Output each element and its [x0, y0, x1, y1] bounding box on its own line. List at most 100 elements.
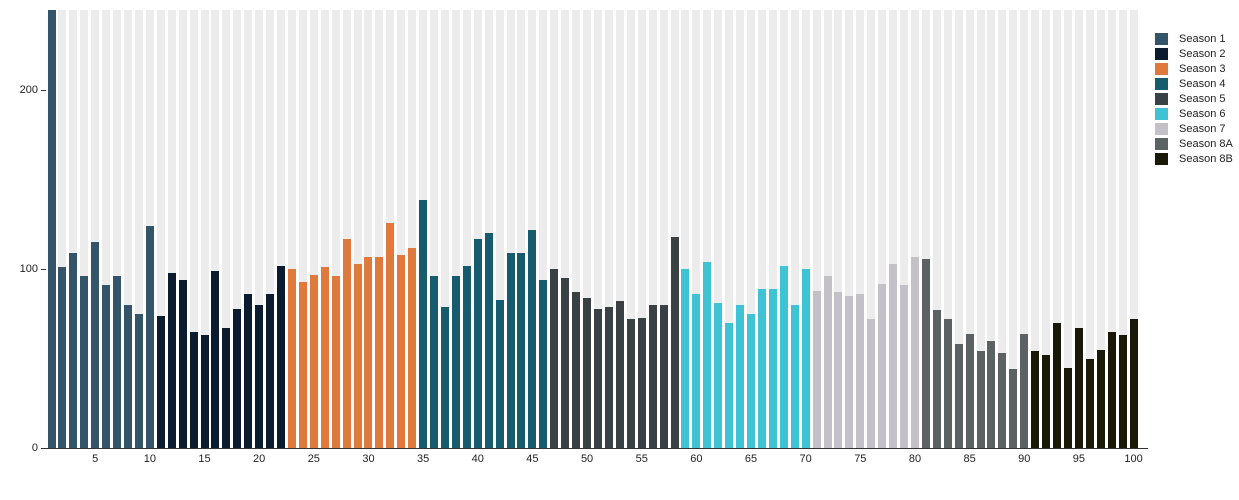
bar-episode-18-season-2[interactable]: [233, 308, 242, 448]
bar-episode-85-season-8a[interactable]: [965, 333, 974, 448]
bar-episode-33-season-3[interactable]: [397, 254, 406, 448]
bar-episode-65-season-6[interactable]: [747, 313, 756, 448]
bar-episode-79-season-7[interactable]: [900, 285, 909, 448]
bar-episode-96-season-8b[interactable]: [1085, 358, 1094, 448]
bar-episode-30-season-3[interactable]: [364, 256, 373, 448]
bar-episode-2-season-1[interactable]: [58, 267, 67, 448]
bar-episode-24-season-3[interactable]: [298, 281, 307, 448]
bar-episode-67-season-6[interactable]: [768, 288, 777, 448]
bar-episode-68-season-6[interactable]: [779, 265, 788, 448]
bar-episode-9-season-1[interactable]: [134, 313, 143, 448]
bar-episode-26-season-3[interactable]: [320, 267, 329, 448]
bar-episode-36-season-4[interactable]: [430, 276, 439, 448]
bar-episode-95-season-8b[interactable]: [1074, 328, 1083, 448]
bar-episode-22-season-2[interactable]: [277, 265, 286, 448]
bar-episode-81-season-8a[interactable]: [921, 258, 930, 448]
bar-episode-56-season-5[interactable]: [648, 304, 657, 448]
bar-episode-48-season-5[interactable]: [561, 278, 570, 448]
bar-episode-17-season-2[interactable]: [222, 328, 231, 448]
bar-episode-75-season-7[interactable]: [856, 294, 865, 448]
bar-episode-50-season-5[interactable]: [583, 297, 592, 448]
bar-episode-1-season-1[interactable]: [47, 10, 56, 448]
legend-item-season-1[interactable]: Season 1: [1155, 33, 1233, 45]
bar-episode-57-season-5[interactable]: [659, 304, 668, 448]
bar-episode-60-season-6[interactable]: [692, 294, 701, 448]
legend-item-season-5[interactable]: Season 5: [1155, 93, 1233, 105]
bar-episode-73-season-7[interactable]: [834, 292, 843, 448]
bar-episode-28-season-3[interactable]: [342, 238, 351, 448]
bar-episode-16-season-2[interactable]: [211, 271, 220, 448]
bar-episode-7-season-1[interactable]: [113, 276, 122, 448]
bar-episode-8-season-1[interactable]: [124, 304, 132, 448]
bar-episode-13-season-2[interactable]: [178, 279, 187, 448]
bar-episode-23-season-3[interactable]: [287, 269, 296, 448]
legend-item-season-2[interactable]: Season 2: [1155, 48, 1233, 60]
legend-item-season-8b[interactable]: Season 8B: [1155, 153, 1233, 165]
bar-episode-35-season-4[interactable]: [419, 199, 428, 448]
bar-episode-47-season-5[interactable]: [550, 269, 559, 448]
bar-episode-38-season-4[interactable]: [451, 276, 460, 448]
bar-episode-4-season-1[interactable]: [80, 276, 89, 448]
bar-episode-93-season-8b[interactable]: [1053, 322, 1062, 448]
bar-episode-58-season-5[interactable]: [670, 237, 679, 448]
bar-episode-49-season-5[interactable]: [572, 292, 581, 448]
bar-episode-12-season-2[interactable]: [167, 272, 176, 448]
bar-episode-32-season-3[interactable]: [386, 222, 395, 448]
bar-episode-61-season-6[interactable]: [703, 262, 712, 448]
legend-item-season-6[interactable]: Season 6: [1155, 108, 1233, 120]
bar-episode-44-season-4[interactable]: [517, 253, 526, 448]
bar-episode-27-season-3[interactable]: [331, 276, 340, 448]
bar-episode-76-season-7[interactable]: [867, 319, 876, 448]
bar-episode-37-season-4[interactable]: [440, 306, 449, 448]
bar-episode-77-season-7[interactable]: [878, 283, 887, 448]
bar-episode-62-season-6[interactable]: [714, 303, 723, 448]
bar-episode-86-season-8a[interactable]: [976, 351, 985, 448]
bar-episode-41-season-4[interactable]: [484, 233, 493, 448]
bar-episode-63-season-6[interactable]: [725, 322, 734, 448]
bar-episode-6-season-1[interactable]: [102, 285, 111, 448]
bar-episode-74-season-7[interactable]: [845, 296, 854, 448]
legend-item-season-3[interactable]: Season 3: [1155, 63, 1233, 75]
bar-episode-90-season-8a[interactable]: [1020, 333, 1029, 448]
bar-episode-100-season-8b[interactable]: [1129, 319, 1138, 448]
bar-episode-80-season-7[interactable]: [910, 256, 919, 448]
bar-episode-82-season-8a[interactable]: [932, 310, 941, 448]
bar-episode-34-season-3[interactable]: [408, 247, 417, 448]
bar-episode-64-season-6[interactable]: [736, 304, 745, 448]
legend-item-season-8a[interactable]: Season 8A: [1155, 138, 1233, 150]
legend-item-season-7[interactable]: Season 7: [1155, 123, 1233, 135]
bar-episode-11-season-2[interactable]: [156, 315, 165, 448]
bar-episode-25-season-3[interactable]: [309, 274, 318, 448]
bar-episode-66-season-6[interactable]: [757, 288, 766, 448]
bar-episode-94-season-8b[interactable]: [1063, 367, 1072, 448]
bar-episode-78-season-7[interactable]: [889, 263, 898, 448]
bar-episode-84-season-8a[interactable]: [954, 344, 963, 448]
bar-episode-53-season-5[interactable]: [615, 301, 624, 448]
bar-episode-99-season-8b[interactable]: [1118, 335, 1127, 448]
bar-episode-19-season-2[interactable]: [244, 294, 253, 448]
bar-episode-40-season-4[interactable]: [473, 238, 482, 448]
bar-episode-15-season-2[interactable]: [200, 335, 209, 448]
bar-episode-59-season-6[interactable]: [681, 269, 690, 448]
bar-episode-39-season-4[interactable]: [462, 265, 471, 448]
bar-episode-20-season-2[interactable]: [255, 304, 264, 448]
bar-episode-69-season-6[interactable]: [790, 304, 799, 448]
bar-episode-97-season-8b[interactable]: [1096, 349, 1105, 448]
bar-episode-83-season-8a[interactable]: [943, 319, 952, 448]
bar-episode-42-season-4[interactable]: [495, 299, 504, 448]
bar-episode-29-season-3[interactable]: [353, 263, 362, 448]
bar-episode-72-season-7[interactable]: [823, 276, 832, 448]
bar-episode-45-season-4[interactable]: [528, 229, 537, 448]
bar-episode-21-season-2[interactable]: [266, 294, 275, 448]
bar-episode-89-season-8a[interactable]: [1009, 369, 1018, 448]
bar-episode-87-season-8a[interactable]: [987, 340, 996, 448]
bar-episode-71-season-7[interactable]: [812, 290, 821, 448]
bar-episode-5-season-1[interactable]: [91, 242, 100, 448]
bar-episode-55-season-5[interactable]: [637, 317, 646, 448]
bar-episode-31-season-3[interactable]: [375, 256, 384, 448]
bar-episode-52-season-5[interactable]: [604, 306, 613, 448]
bar-episode-51-season-5[interactable]: [594, 308, 602, 448]
bar-episode-3-season-1[interactable]: [69, 253, 78, 448]
bar-episode-43-season-4[interactable]: [506, 253, 515, 448]
bar-episode-98-season-8b[interactable]: [1107, 331, 1116, 448]
